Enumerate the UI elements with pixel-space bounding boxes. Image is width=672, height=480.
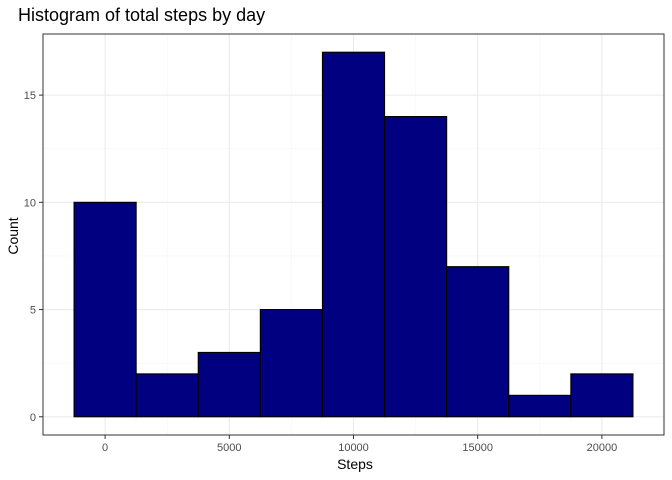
y-axis: 0 5 10 15	[24, 90, 43, 424]
bars-layer	[73, 51, 634, 418]
x-tick-label: 0	[102, 442, 108, 454]
histogram-bar-3	[259, 309, 324, 418]
y-tick-label: 5	[30, 305, 36, 317]
chart-title: Histogram of total steps by day	[18, 5, 265, 25]
y-axis-title: Count	[5, 217, 21, 254]
histogram-bar-4	[321, 51, 386, 418]
histogram-bar-8	[570, 373, 634, 418]
histogram-bar-5	[383, 116, 448, 418]
x-tick-label: 10000	[338, 442, 369, 454]
y-tick-label: 0	[30, 412, 36, 424]
x-tick-label: 20000	[587, 442, 618, 454]
x-axis: 0 5000 10000 15000 20000	[102, 435, 617, 454]
y-tick-label: 10	[24, 197, 36, 209]
histogram-bar-1	[135, 373, 199, 418]
histogram-bar-7	[508, 394, 572, 418]
x-tick-label: 15000	[462, 442, 493, 454]
plot-area	[42, 33, 665, 436]
histogram-bar-0	[73, 201, 137, 418]
x-axis-title: Steps	[337, 456, 373, 472]
histogram-bar-2	[197, 351, 261, 418]
y-tick-label: 15	[24, 90, 36, 102]
histogram-bar-6	[446, 266, 510, 418]
x-tick-label: 5000	[217, 442, 241, 454]
